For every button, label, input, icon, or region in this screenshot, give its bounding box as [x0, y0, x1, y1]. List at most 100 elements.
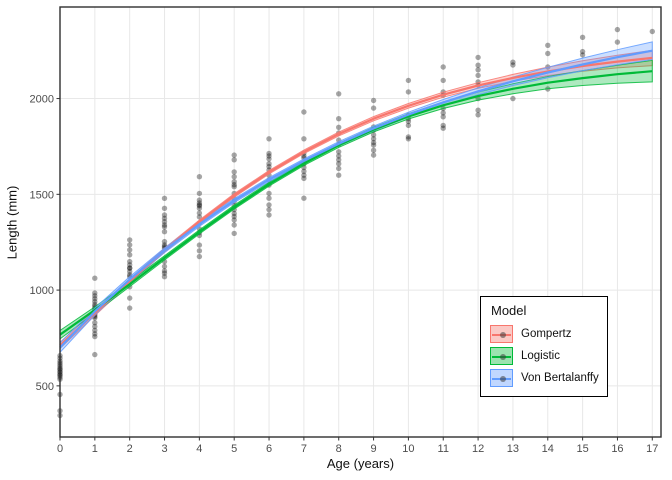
data-point	[336, 153, 342, 159]
data-point	[440, 64, 446, 70]
data-point	[266, 163, 272, 170]
data-point	[231, 217, 237, 223]
data-point	[336, 157, 342, 163]
data-point	[92, 320, 98, 326]
data-point	[579, 48, 586, 55]
data-point	[92, 323, 98, 330]
data-point	[336, 165, 342, 172]
data-point	[579, 34, 586, 40]
x-tick-label: 13	[507, 443, 519, 455]
data-point	[370, 142, 377, 148]
data-point	[196, 197, 203, 203]
data-point	[266, 206, 272, 213]
legend-box: Model Gompertz Logistic Von Bertalanffy	[480, 296, 608, 397]
data-point	[405, 77, 412, 84]
data-point	[231, 179, 237, 185]
x-tick-label: 8	[336, 443, 342, 455]
y-tick-label: 2000	[30, 94, 54, 106]
data-point	[127, 295, 133, 301]
data-point	[127, 262, 133, 268]
data-point	[92, 275, 98, 281]
data-point	[196, 190, 203, 197]
data-point	[231, 230, 237, 237]
x-tick-label: 14	[542, 443, 554, 455]
legend-label: Gompertz	[521, 328, 572, 340]
data-point	[475, 62, 481, 68]
x-tick-label: 1	[92, 443, 98, 455]
data-point	[231, 182, 237, 188]
data-point	[545, 42, 551, 48]
data-point	[545, 50, 551, 57]
gompertz-key-icon	[490, 325, 513, 343]
data-point	[196, 253, 203, 260]
data-point	[196, 203, 203, 209]
data-point	[475, 54, 481, 61]
data-point	[161, 238, 168, 245]
x-tick-label: 11	[438, 443, 449, 455]
data-point	[301, 172, 307, 178]
data-point	[405, 136, 412, 142]
data-point	[161, 219, 168, 225]
data-point	[92, 296, 98, 302]
data-point	[266, 212, 272, 218]
data-point	[161, 263, 168, 270]
x-tick-label: 5	[231, 443, 237, 455]
x-tick-label: 17	[646, 443, 658, 455]
data-point	[336, 149, 342, 155]
data-point	[161, 205, 168, 211]
data-point	[196, 210, 203, 216]
data-point	[231, 157, 237, 163]
data-point	[231, 184, 237, 190]
legend-title: Model	[491, 303, 527, 318]
x-tick-label: 16	[611, 443, 623, 455]
data-point	[440, 110, 446, 116]
data-point	[510, 62, 516, 68]
data-point	[127, 252, 133, 258]
data-point	[475, 67, 481, 73]
data-point	[440, 122, 446, 129]
data-point	[196, 202, 203, 208]
data-point	[405, 134, 412, 140]
data-point	[370, 147, 377, 153]
data-point	[510, 59, 516, 65]
y-tick-label: 500	[36, 381, 54, 393]
data-point	[231, 222, 237, 228]
data-point	[196, 205, 203, 211]
data-point	[649, 28, 655, 35]
data-point	[161, 212, 168, 218]
data-point	[405, 122, 412, 129]
data-point	[370, 136, 377, 142]
data-point	[231, 174, 237, 180]
x-tick-label: 12	[472, 443, 484, 455]
data-point	[161, 270, 168, 276]
data-point	[127, 237, 133, 243]
data-point	[301, 168, 307, 174]
legend-item-logistic: Logistic	[490, 347, 598, 365]
data-point	[370, 97, 377, 104]
x-tick-label: 6	[266, 443, 272, 455]
panel-border	[59, 6, 662, 438]
y-tick-label: 1500	[30, 189, 54, 201]
data-point	[266, 156, 272, 162]
data-point	[440, 77, 446, 84]
data-point	[266, 161, 272, 167]
legend-label: Von Bertalanffy	[521, 372, 599, 384]
data-point	[127, 268, 133, 275]
data-point	[336, 91, 342, 97]
data-point	[161, 242, 168, 248]
data-point	[127, 265, 133, 271]
data-point	[196, 174, 203, 180]
data-point	[127, 242, 133, 248]
data-point	[231, 210, 237, 217]
x-tick-label: 3	[161, 443, 167, 455]
data-point	[370, 152, 377, 158]
data-point	[161, 268, 168, 274]
data-point	[440, 125, 446, 131]
data-point	[405, 89, 412, 95]
data-point	[231, 152, 237, 158]
data-point	[266, 136, 272, 142]
data-point	[301, 195, 307, 201]
x-tick-label: 0	[57, 443, 63, 455]
data-point	[336, 116, 342, 122]
data-point	[475, 112, 481, 118]
